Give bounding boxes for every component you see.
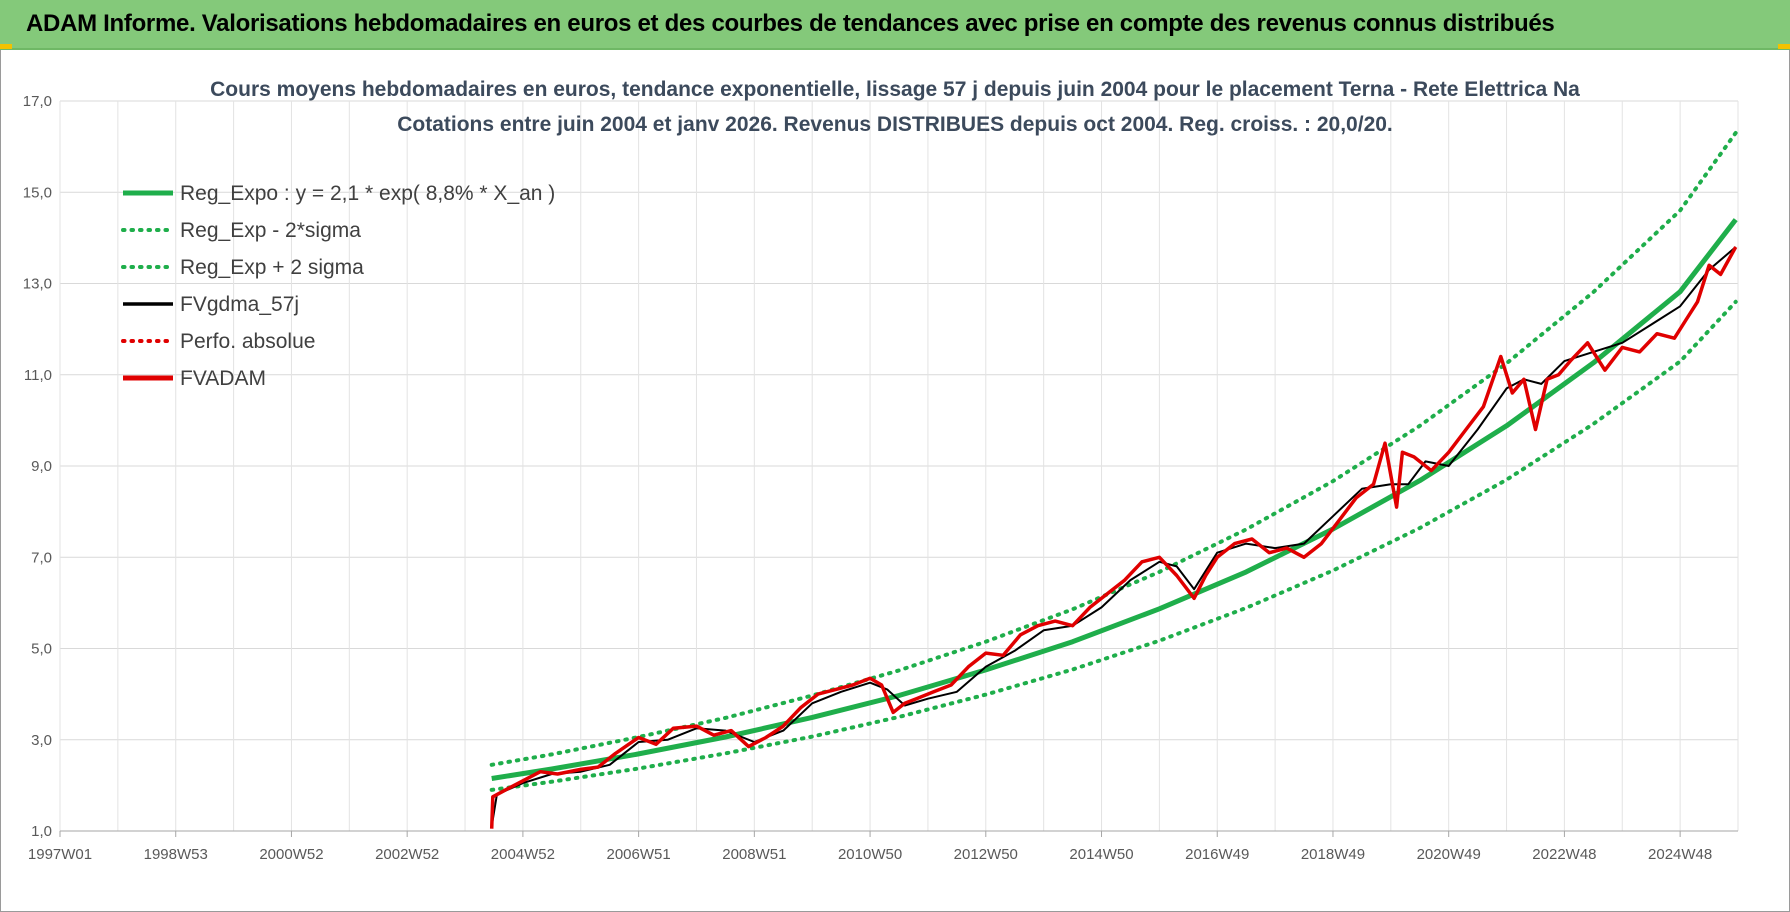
x-tick-label: 2018W49 (1301, 846, 1365, 863)
x-tick-label: 2024W48 (1648, 846, 1712, 863)
y-tick-label: 9,0 (31, 458, 52, 475)
chart-series (489, 130, 1738, 829)
y-tick-label: 7,0 (31, 549, 52, 566)
y-tick-label: 5,0 (31, 641, 52, 658)
x-tick-label: 2006W51 (607, 846, 671, 863)
y-tick-label: 17,0 (23, 93, 52, 110)
report-banner: ADAM Informe. Valorisations hebdomadaire… (0, 0, 1790, 50)
y-tick-label: 3,0 (31, 732, 52, 749)
reg-expo-line (491, 218, 1738, 781)
report-title: ADAM Informe. Valorisations hebdomadaire… (26, 10, 1555, 37)
x-tick-label: 2012W50 (954, 846, 1018, 863)
reg-exp-plus-2sigma-line (489, 130, 1738, 767)
legend-label: FVgdma_57j (180, 293, 299, 316)
x-tick-label: 2010W50 (838, 846, 902, 863)
x-tick-label: 2008W51 (722, 846, 786, 863)
corner-marker-right (1778, 44, 1790, 49)
x-tick-label: 2000W52 (259, 846, 323, 863)
x-tick-label: 2002W52 (375, 846, 439, 863)
chart-axes: 1,0 3,0 5,0 7,0 9,0 11,0 13,0 15,0 17,0 1997W01 19… (23, 93, 1738, 863)
fvadam-line (489, 246, 1738, 829)
chart-subtitle: Cotations entre juin 2004 et janv 2026. … (397, 113, 1393, 136)
y-tick-label: 11,0 (24, 367, 52, 384)
legend-label: Reg_Expo : y = 2,1 * exp( 8,8% * X_an ) (180, 182, 555, 205)
x-tick-label: 1997W01 (28, 846, 92, 863)
corner-marker-left (0, 44, 12, 49)
chart-title: Cours moyens hebdomadaires en euros, ten… (210, 78, 1580, 101)
x-tick-label: 2022W48 (1532, 846, 1596, 863)
legend-label: Reg_Exp + 2 sigma (180, 256, 364, 279)
y-tick-label: 13,0 (23, 276, 52, 293)
y-tick-label: 1,0 (31, 823, 52, 840)
x-tick-label: 2014W50 (1069, 846, 1133, 863)
legend-label: Perfo. absolue (180, 330, 315, 353)
legend-label: Reg_Exp - 2*sigma (180, 219, 361, 242)
chart-legend: Reg_Expo : y = 2,1 * exp( 8,8% * X_an ) R… (121, 182, 555, 390)
legend-label: FVADAM (180, 367, 266, 390)
x-tick-label: 2004W52 (491, 846, 555, 863)
x-tick-label: 2016W49 (1185, 846, 1249, 863)
reg-exp-minus-2sigma-line (489, 299, 1738, 792)
y-tick-label: 15,0 (23, 184, 52, 201)
x-tick-label: 2020W49 (1417, 846, 1481, 863)
x-tick-label: 1998W53 (144, 846, 208, 863)
chart-grid (59, 100, 1739, 832)
